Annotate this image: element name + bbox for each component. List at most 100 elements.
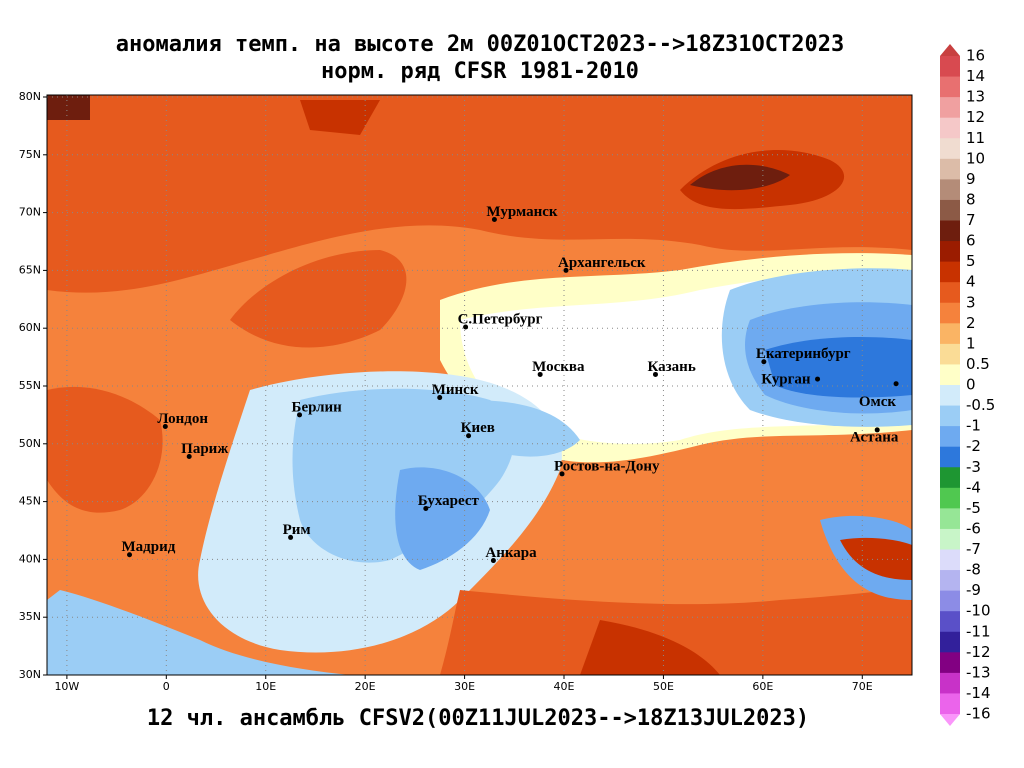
colorbar-segment bbox=[940, 199, 960, 221]
colorbar: 16 14 13 12 11 10 9 8 7 6 5 4 3 2 1 0.5 0 -0.5 -1 -2 -3 -4 -5 -… bbox=[940, 44, 995, 726]
colorbar-segment bbox=[940, 487, 960, 509]
colorbar-segment bbox=[940, 549, 960, 571]
city-dot bbox=[559, 471, 565, 477]
colorbar-segment bbox=[940, 117, 960, 139]
colorbar-segment bbox=[940, 385, 960, 407]
city-dot bbox=[297, 412, 303, 418]
city-label: Киев bbox=[461, 420, 495, 436]
lon-tick-label: 20E bbox=[355, 680, 376, 693]
colorbar-label: -2 bbox=[966, 437, 981, 455]
colorbar-segment bbox=[940, 693, 960, 715]
colorbar-label: 13 bbox=[966, 88, 985, 106]
colorbar-segment bbox=[940, 158, 960, 180]
colorbar-label: 14 bbox=[966, 67, 985, 85]
colorbar-label: 16 bbox=[966, 47, 985, 65]
lon-tick-label: 10E bbox=[255, 680, 276, 693]
colorbar-label: 2 bbox=[966, 314, 976, 332]
lon-tick-label: 70E bbox=[852, 680, 873, 693]
city-dot bbox=[490, 558, 496, 564]
lat-tick-label: 80N bbox=[19, 90, 41, 103]
colorbar-segment bbox=[940, 241, 960, 263]
city-dot bbox=[815, 376, 821, 382]
colorbar-label: -12 bbox=[966, 643, 991, 661]
colorbar-label: 12 bbox=[966, 108, 985, 126]
colorbar-segment bbox=[940, 426, 960, 448]
colorbar-segment bbox=[940, 631, 960, 653]
lat-tick-label: 35N bbox=[19, 610, 41, 623]
colorbar-label: -8 bbox=[966, 561, 981, 579]
colorbar-arrow bbox=[940, 44, 960, 56]
city-dot bbox=[288, 534, 294, 540]
colorbar-segment bbox=[940, 467, 960, 489]
colorbar-segment bbox=[940, 570, 960, 592]
map-frame bbox=[46, 94, 913, 676]
colorbar-segment bbox=[940, 282, 960, 304]
colorbar-segment bbox=[940, 179, 960, 201]
colorbar-segment bbox=[940, 508, 960, 530]
city-label: Берлин bbox=[292, 399, 343, 415]
colorbar-label: -10 bbox=[966, 602, 991, 620]
colorbar-segment bbox=[940, 302, 960, 324]
city-dot bbox=[893, 381, 899, 387]
city-label: Москва bbox=[532, 359, 585, 375]
lat-tick-label: 75N bbox=[19, 148, 41, 161]
lat-tick-label: 60N bbox=[19, 321, 41, 334]
colorbar-segment bbox=[940, 138, 960, 160]
colorbar-label: -0.5 bbox=[966, 396, 995, 414]
title-line: аномалия темп. на высоте 2м 00Z01OCT2023… bbox=[116, 32, 844, 57]
city-dot bbox=[127, 552, 133, 558]
colorbar-label: 10 bbox=[966, 149, 985, 167]
city-label: Ростов-на-Дону bbox=[554, 458, 660, 474]
city-label: С.Петербург bbox=[458, 311, 543, 327]
colorbar-segment bbox=[940, 405, 960, 427]
colorbar-label: 5 bbox=[966, 252, 976, 270]
colorbar-label: -5 bbox=[966, 499, 981, 517]
colorbar-label: 4 bbox=[966, 273, 976, 291]
city-dot bbox=[463, 324, 469, 330]
colorbar-label: -14 bbox=[966, 684, 991, 702]
city-dot bbox=[186, 454, 192, 460]
lon-tick-label: 40E bbox=[554, 680, 575, 693]
city-dot bbox=[423, 506, 429, 512]
lon-tick-label: 50E bbox=[653, 680, 674, 693]
anomaly-field bbox=[47, 95, 912, 675]
city-label: Париж bbox=[181, 441, 228, 457]
colorbar-label: 3 bbox=[966, 293, 976, 311]
colorbar-segment bbox=[940, 528, 960, 550]
cities: Мурманск Архангельск С.Петербург Москва Каза… bbox=[122, 204, 899, 564]
colorbar-label: 11 bbox=[966, 129, 985, 147]
city-label: Омск bbox=[859, 394, 897, 410]
lon-tick-label: 0 bbox=[163, 680, 170, 693]
colorbar-segment bbox=[940, 611, 960, 633]
colorbar-label: -7 bbox=[966, 540, 981, 558]
lat-tick-label: 50N bbox=[19, 437, 41, 450]
colorbar-segment bbox=[940, 590, 960, 612]
colorbar-segment bbox=[940, 97, 960, 119]
city-label: Екатеринбург bbox=[756, 346, 851, 362]
colorbar-segment bbox=[940, 446, 960, 468]
colorbar-label: -9 bbox=[966, 581, 981, 599]
colorbar-segment bbox=[940, 76, 960, 98]
colorbar-label: 9 bbox=[966, 170, 976, 188]
colorbar-label: 8 bbox=[966, 190, 976, 208]
colorbar-label: -1 bbox=[966, 417, 981, 435]
colorbar-segment bbox=[940, 261, 960, 283]
city-dot bbox=[874, 427, 880, 433]
lat-tick-label: 40N bbox=[19, 552, 41, 565]
lat-tick-label: 30N bbox=[19, 668, 41, 681]
colorbar-label: -11 bbox=[966, 622, 991, 640]
lon-tick-label: 10W bbox=[54, 680, 79, 693]
city-label: Курган bbox=[761, 372, 811, 388]
lon-tick-label: 30E bbox=[454, 680, 475, 693]
grid: 10W 0 10E 20E 30E 40E 50E 60E 70E 30N 35N 40N 45N 50N… bbox=[19, 90, 912, 693]
colorbar-label: -3 bbox=[966, 458, 981, 476]
city-dot bbox=[563, 267, 569, 273]
colorbar-label: 7 bbox=[966, 211, 976, 229]
city-dot bbox=[761, 359, 767, 365]
colorbar-segment bbox=[940, 56, 960, 78]
colorbar-segment bbox=[940, 652, 960, 674]
colorbar-segment bbox=[940, 672, 960, 694]
colorbar-label: 6 bbox=[966, 232, 976, 250]
colorbar-label: -4 bbox=[966, 478, 981, 496]
